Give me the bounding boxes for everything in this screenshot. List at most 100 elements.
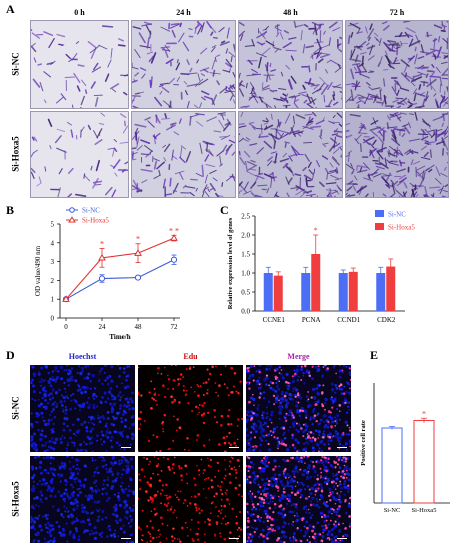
red-nucleus xyxy=(339,365,341,366)
red-nucleus xyxy=(330,425,333,428)
cell-mark xyxy=(229,95,234,101)
blue-nucleus xyxy=(267,377,269,380)
red-nucleus xyxy=(325,469,328,473)
red-nucleus xyxy=(321,456,324,459)
cell-mark xyxy=(44,166,47,172)
cell-mark xyxy=(360,122,366,128)
blue-nucleus xyxy=(56,508,60,513)
blue-nucleus xyxy=(50,524,53,528)
red-nucleus xyxy=(336,484,339,487)
blue-nucleus xyxy=(88,415,91,419)
blue-nucleus xyxy=(303,382,306,385)
blue-nucleus xyxy=(121,473,124,476)
red-nucleus xyxy=(334,539,338,542)
cell-mark xyxy=(211,59,216,70)
cell-mark xyxy=(294,99,300,102)
cell-mark xyxy=(64,76,76,79)
red-nucleus xyxy=(177,378,180,381)
blue-nucleus xyxy=(340,538,344,542)
red-nucleus xyxy=(157,473,159,476)
blue-nucleus xyxy=(62,422,66,426)
blue-nucleus xyxy=(320,485,323,488)
blue-nucleus xyxy=(281,397,285,401)
blue-nucleus xyxy=(49,398,52,401)
blue-nucleus xyxy=(55,377,58,381)
cell-mark xyxy=(84,89,88,95)
blue-nucleus xyxy=(276,384,279,387)
red-nucleus xyxy=(284,443,288,447)
blue-nucleus xyxy=(44,422,48,427)
red-nucleus xyxy=(153,456,156,458)
cell-mark xyxy=(320,84,329,95)
cell-mark xyxy=(413,88,417,95)
cell-mark xyxy=(328,170,338,174)
cell-mark xyxy=(392,184,397,192)
cell-mark xyxy=(408,150,414,155)
cell-mark xyxy=(441,195,448,197)
cell-mark xyxy=(443,130,448,137)
panel-c-y-tick-label: 2.0 xyxy=(241,232,250,240)
blue-nucleus xyxy=(295,368,299,372)
cell-mark xyxy=(305,193,316,197)
red-nucleus xyxy=(197,492,201,496)
blue-nucleus xyxy=(336,513,339,517)
red-nucleus xyxy=(223,537,227,541)
blue-nucleus xyxy=(336,407,339,411)
blue-nucleus xyxy=(297,457,301,461)
cell-mark xyxy=(232,71,235,78)
blue-nucleus xyxy=(296,514,300,518)
cell-mark xyxy=(231,151,235,156)
blue-nucleus xyxy=(91,365,94,367)
cell-mark xyxy=(36,182,41,187)
blue-nucleus xyxy=(62,527,65,531)
blue-nucleus xyxy=(103,479,106,482)
blue-nucleus xyxy=(261,478,264,481)
blue-nucleus xyxy=(115,514,119,518)
cell-mark xyxy=(111,189,117,197)
blue-nucleus xyxy=(37,539,41,543)
cell-mark xyxy=(153,160,158,170)
cell-mark xyxy=(31,167,36,173)
blue-nucleus xyxy=(330,388,335,392)
red-nucleus xyxy=(342,522,344,525)
red-nucleus xyxy=(279,366,281,369)
blue-nucleus xyxy=(103,371,106,374)
red-nucleus xyxy=(270,523,273,527)
cell-mark xyxy=(412,191,418,197)
red-nucleus xyxy=(198,507,201,511)
blue-nucleus xyxy=(347,503,351,507)
blue-nucleus xyxy=(261,504,265,508)
red-nucleus xyxy=(234,486,238,490)
blue-nucleus xyxy=(300,460,304,464)
red-nucleus xyxy=(344,457,348,461)
blue-nucleus xyxy=(40,491,43,494)
blue-nucleus xyxy=(71,473,75,477)
blue-nucleus xyxy=(324,397,328,402)
red-nucleus xyxy=(265,434,268,437)
red-nucleus xyxy=(166,524,169,527)
cell-mark xyxy=(144,116,151,121)
blue-nucleus xyxy=(83,448,86,451)
blue-nucleus xyxy=(78,487,81,490)
red-nucleus xyxy=(154,399,157,402)
blue-nucleus xyxy=(287,522,290,525)
blue-nucleus xyxy=(48,529,52,533)
red-nucleus xyxy=(323,408,326,411)
blue-nucleus xyxy=(52,422,55,425)
blue-nucleus xyxy=(333,526,336,530)
cell-mark xyxy=(186,100,190,108)
blue-nucleus xyxy=(44,514,48,517)
blue-nucleus xyxy=(117,394,120,398)
red-nucleus xyxy=(332,480,335,483)
cell-mark xyxy=(435,100,439,108)
red-nucleus xyxy=(230,391,232,394)
blue-nucleus xyxy=(276,426,278,429)
cell-mark xyxy=(288,36,297,40)
blue-nucleus xyxy=(110,484,115,489)
red-nucleus xyxy=(334,502,337,505)
red-nucleus xyxy=(282,507,286,510)
red-nucleus xyxy=(223,504,227,508)
red-nucleus xyxy=(233,466,236,469)
blue-nucleus xyxy=(65,447,68,450)
blue-nucleus xyxy=(126,385,130,389)
